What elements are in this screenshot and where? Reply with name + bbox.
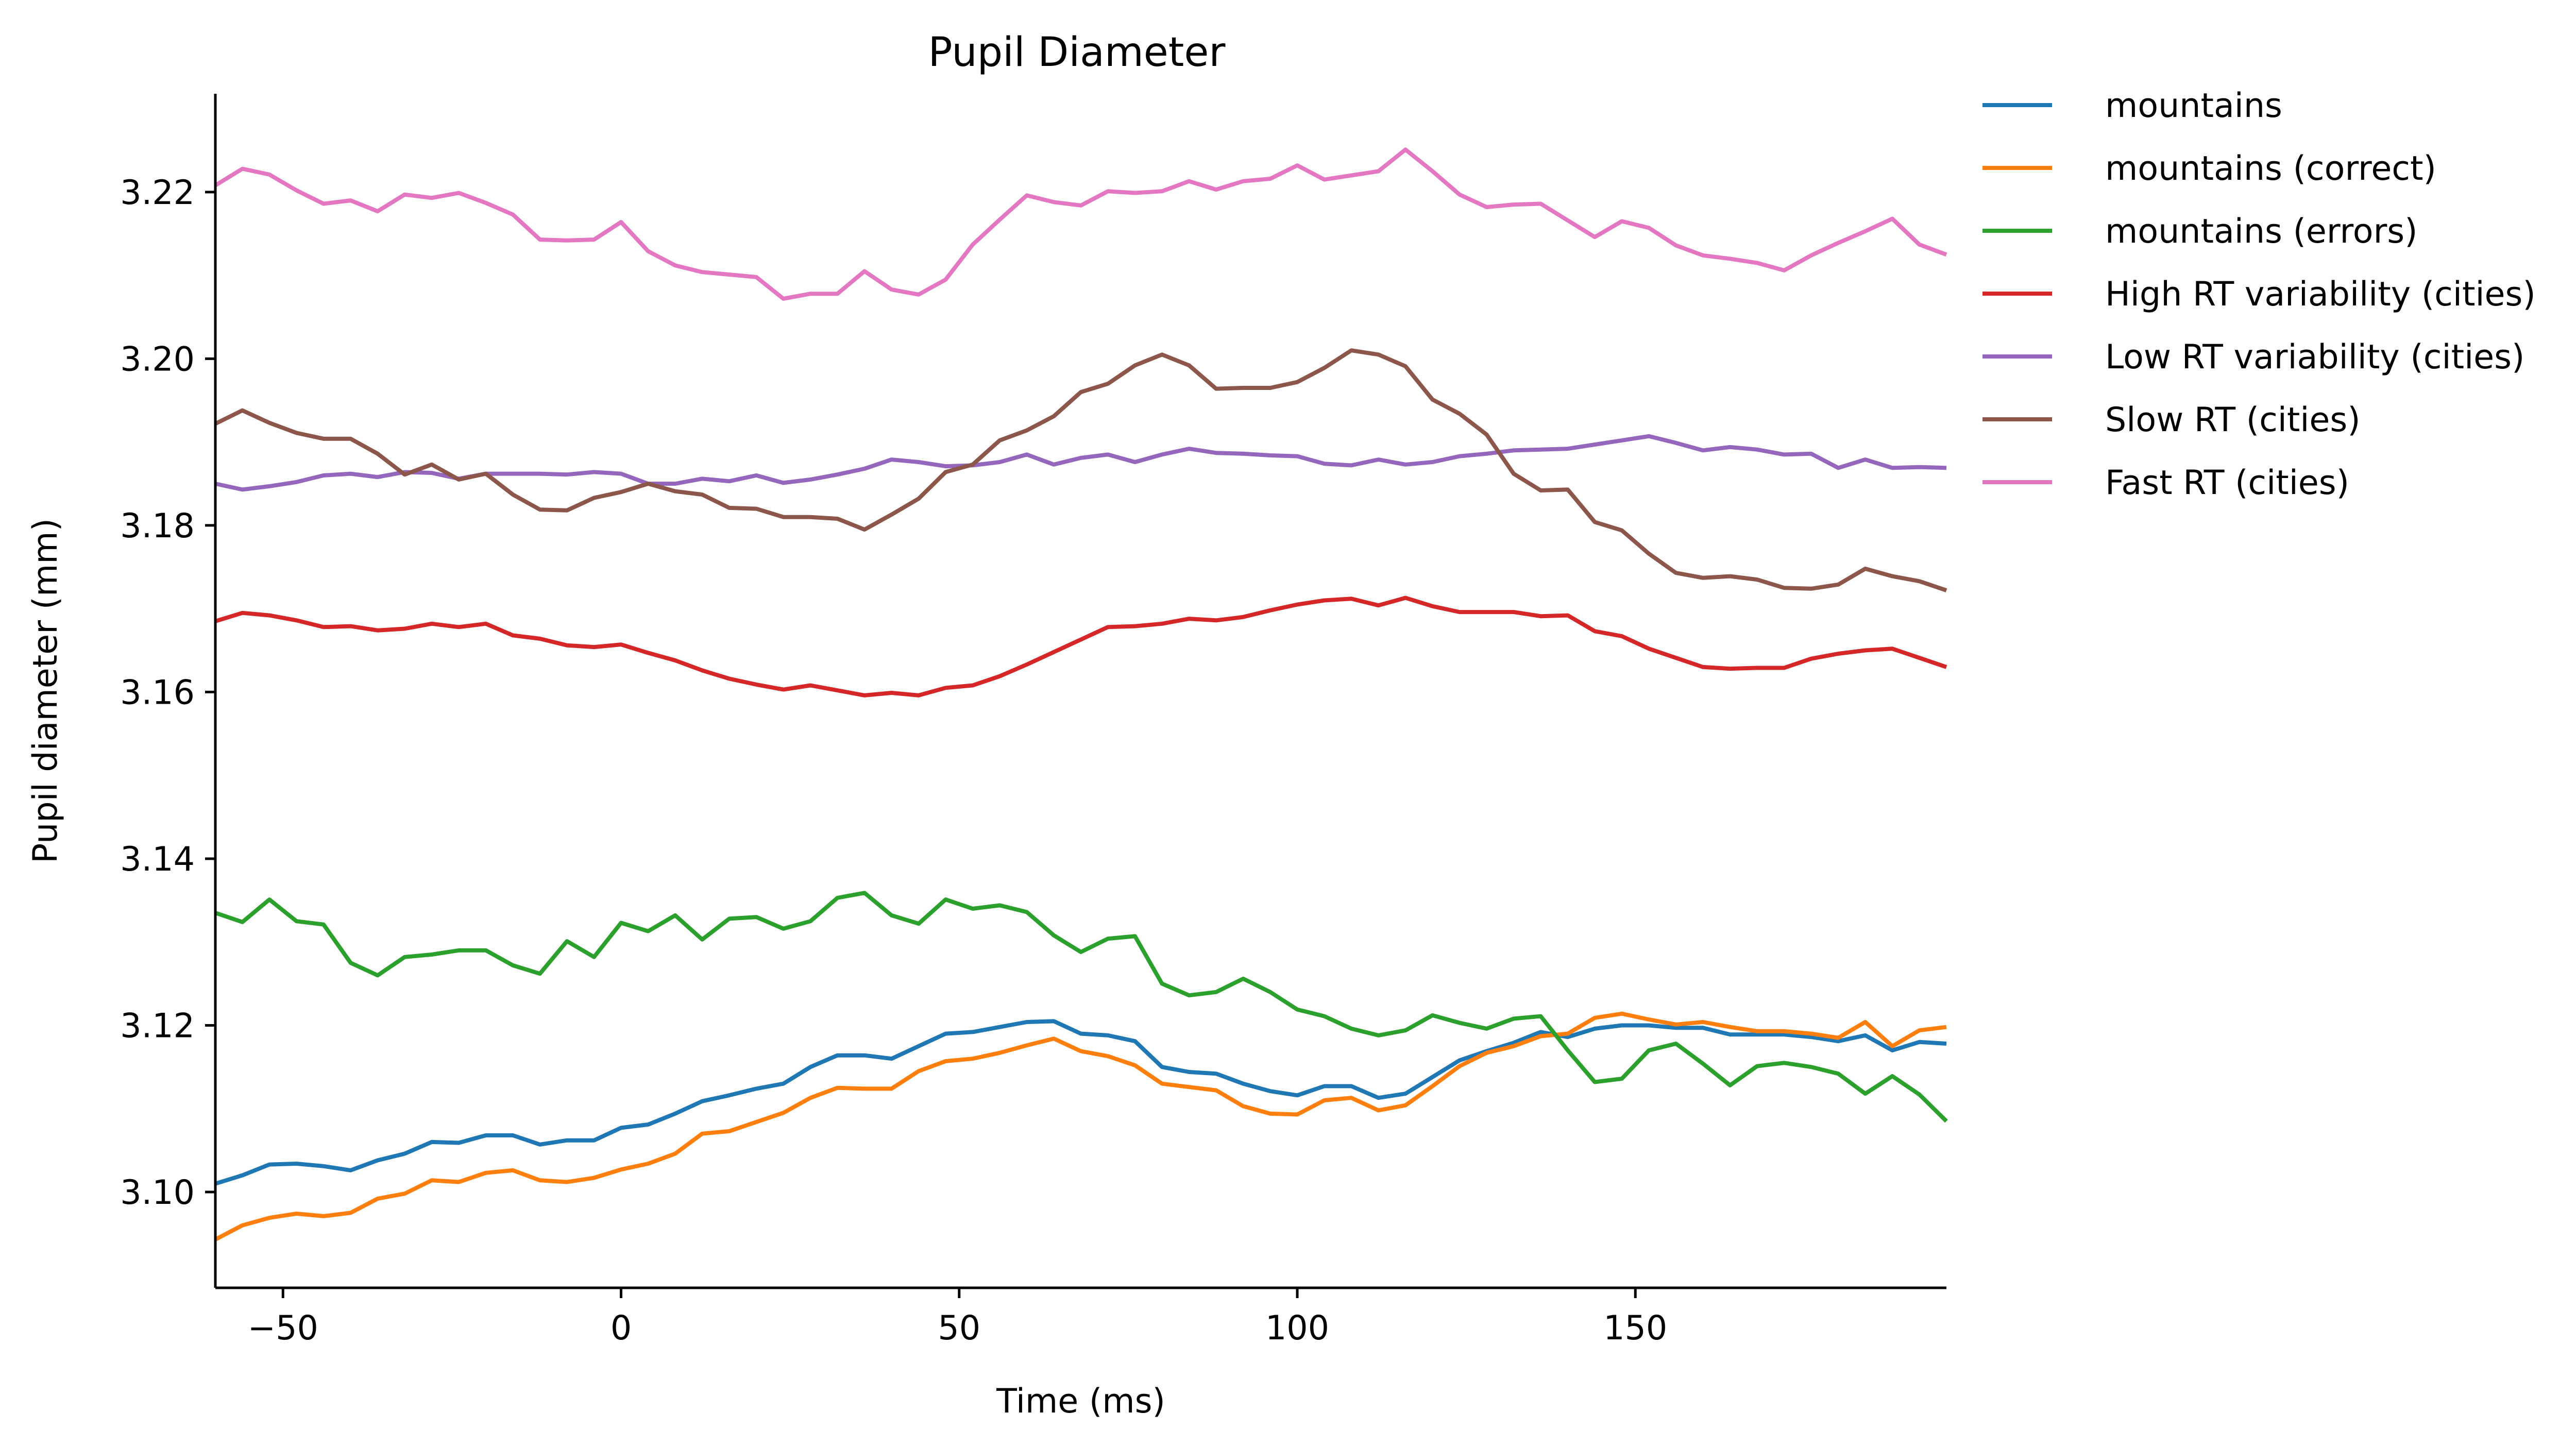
x-axis-ticks: −50 0 50 100 150	[248, 1288, 1667, 1348]
legend-label-2: mountains (errors)	[2105, 212, 2418, 251]
y-tick-label: 3.12	[120, 1007, 195, 1045]
y-tick-label: 3.16	[120, 673, 195, 712]
legend: mountains mountains (correct) mountains (e…	[1982, 87, 2536, 502]
y-tick-label: 3.22	[120, 174, 195, 212]
series-line-1	[214, 1011, 1947, 1241]
y-axis-ticks: 3.10 3.12 3.14 3.16 3.18 3.20 3.22	[120, 174, 215, 1212]
y-axis-title: Pupil diameter (mm)	[26, 518, 65, 863]
x-tick-label: 0	[611, 1309, 632, 1348]
y-tick-label: 3.20	[120, 340, 195, 379]
x-tick-label: −50	[248, 1309, 318, 1348]
series-line-3	[214, 595, 1947, 697]
legend-label-6: Fast RT (cities)	[2105, 464, 2349, 502]
plot-area	[214, 147, 1948, 1241]
y-tick-label: 3.10	[120, 1173, 195, 1212]
series-line-5	[214, 348, 1947, 592]
x-tick-label: 100	[1265, 1309, 1329, 1348]
x-tick-label: 150	[1603, 1309, 1667, 1348]
legend-label-3: High RT variability (cities)	[2105, 275, 2536, 314]
legend-label-4: Low RT variability (cities)	[2105, 338, 2524, 377]
y-tick-label: 3.14	[120, 840, 195, 879]
series-line-2	[214, 891, 1948, 1123]
x-axis-title: Time (ms)	[996, 1382, 1165, 1421]
series-line-4	[215, 434, 1947, 492]
legend-label-5: Slow RT (cities)	[2105, 401, 2361, 439]
chart-title: Pupil Diameter	[928, 29, 1226, 76]
x-tick-label: 50	[938, 1309, 980, 1348]
legend-label-1: mountains (correct)	[2105, 149, 2436, 188]
legend-label-0: mountains	[2105, 87, 2282, 125]
series-line-0	[214, 1019, 1947, 1186]
y-tick-label: 3.18	[120, 507, 195, 546]
series-line-6	[214, 147, 1947, 301]
